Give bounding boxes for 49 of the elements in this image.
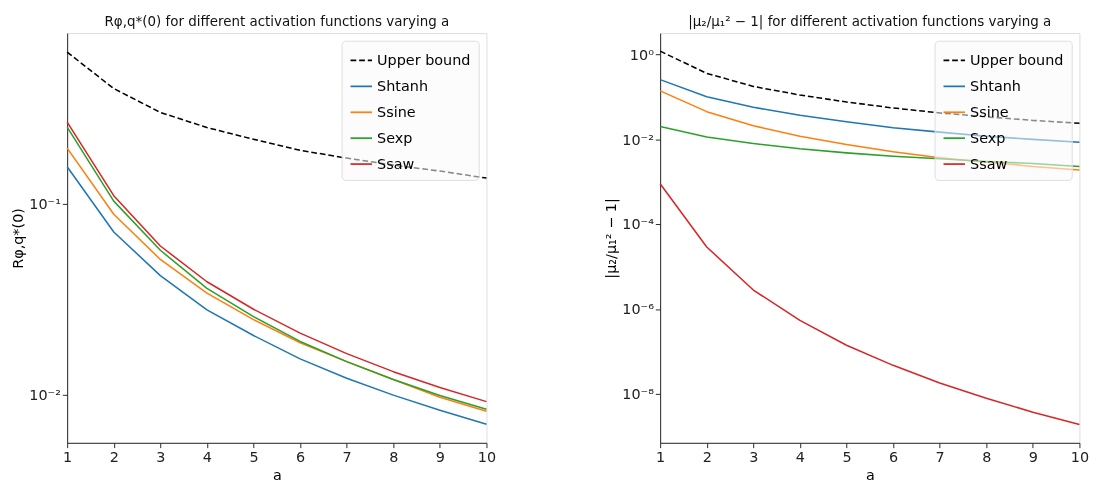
x-tick-label: 10: [1070, 448, 1090, 465]
legend-label: Ssine: [970, 104, 1009, 121]
x-tick-label: 2: [702, 448, 712, 465]
y-tick-label: 10⁻²: [29, 386, 61, 403]
y-tick-label: 10⁻⁸: [622, 386, 655, 403]
x-tick-label: 5: [249, 448, 259, 465]
line-series: [659, 182, 1081, 426]
line-series: [659, 125, 1081, 168]
x-tick-label: 6: [889, 448, 899, 465]
y-axis-title: |μ₂/μ₁² − 1|: [602, 198, 620, 279]
x-tick-label: 4: [795, 448, 805, 465]
legend-label: Ssaw: [970, 155, 1008, 172]
x-axis-title: a: [272, 466, 282, 483]
legend-label: Upper bound: [377, 52, 471, 69]
x-tick-label: 3: [156, 448, 166, 465]
legend-label: Sexp: [377, 129, 413, 146]
x-tick-label: 4: [202, 448, 212, 465]
line-series: [66, 51, 488, 179]
y-tick-label: 10⁻²: [622, 131, 654, 148]
line-series: [659, 90, 1081, 171]
x-tick-label: 7: [342, 448, 352, 465]
y-tick-label: 10⁻⁶: [622, 301, 655, 318]
chart-title: Rφ,q*(0) for different activation functions varying a: [104, 14, 450, 30]
y-tick-label: 10⁻¹: [29, 195, 61, 212]
x-tick-label: 1: [63, 448, 73, 465]
x-tick-label: 9: [435, 448, 445, 465]
legend-label: Sexp: [970, 129, 1006, 146]
line-series: [659, 50, 1081, 124]
y-axis-title: Rφ,q*(0): [9, 208, 26, 269]
legend-label: Ssine: [377, 104, 416, 121]
x-tick-label: 3: [749, 448, 759, 465]
x-tick-label: 1: [656, 448, 666, 465]
line-series: [659, 78, 1081, 144]
x-tick-label: 2: [109, 448, 119, 465]
legend-label: Upper bound: [970, 52, 1064, 69]
x-tick-label: 10: [477, 448, 497, 465]
y-tick-label: 10⁻⁴: [622, 216, 655, 233]
x-tick-label: 7: [935, 448, 945, 465]
y-tick-label: 10⁰: [629, 46, 655, 63]
legend-label: Shtanh: [377, 78, 428, 95]
x-tick-label: 8: [389, 448, 399, 465]
x-tick-label: 6: [296, 448, 306, 465]
legend-label: Ssaw: [377, 155, 415, 172]
x-tick-label: 9: [1028, 448, 1038, 465]
x-tick-label: 8: [982, 448, 992, 465]
x-tick-label: 5: [842, 448, 852, 465]
legend-label: Shtanh: [970, 78, 1021, 95]
chart-title: |μ₂/μ₁² − 1| for different activation functions varying a: [688, 14, 1052, 31]
x-axis-title: a: [865, 466, 875, 483]
